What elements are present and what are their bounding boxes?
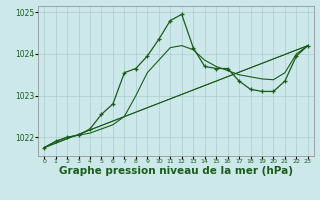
- X-axis label: Graphe pression niveau de la mer (hPa): Graphe pression niveau de la mer (hPa): [59, 166, 293, 176]
